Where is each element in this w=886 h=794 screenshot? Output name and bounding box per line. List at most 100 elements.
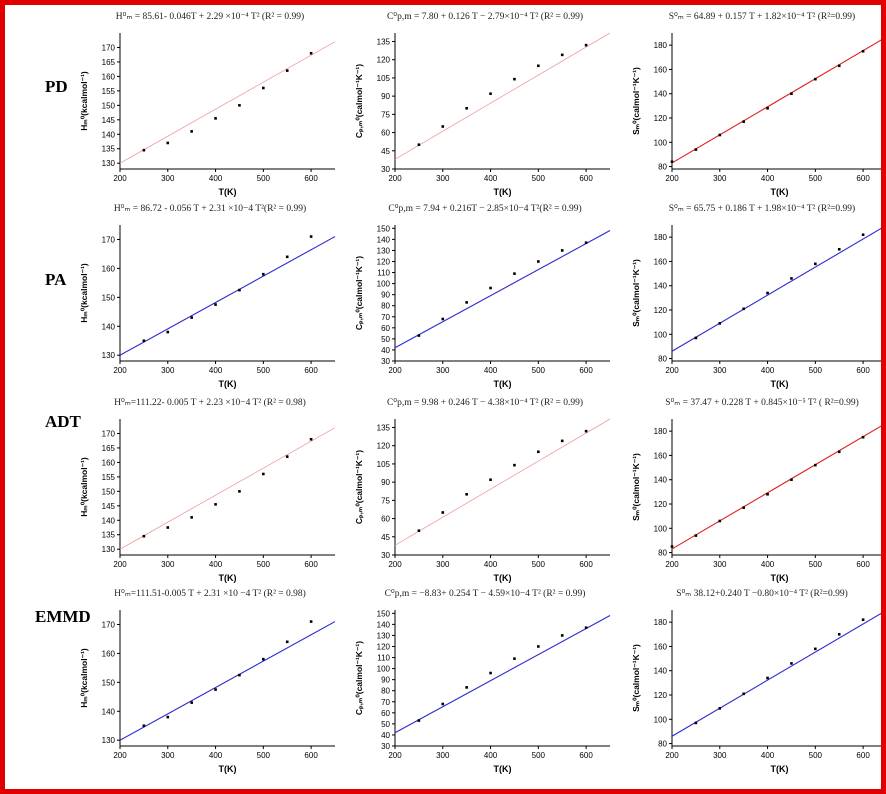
data-point [238,673,241,677]
chart-adt-h: H⁰ₘ=111.22- 0.005 T + 2.23 ×10−4 T² (R² … [75,397,345,587]
x-tick-label: 600 [856,366,870,375]
y-axis-label: Sₘ⁰(calmol⁻¹K⁻¹) [631,644,641,712]
x-tick-label: 200 [388,560,402,569]
y-tick-label: 60 [381,709,390,718]
fit-line [394,32,611,160]
chart-svg: 200 300 400 500 600 130 135 140 145 150 155 160 165 1… [79,419,336,583]
data-point [584,241,588,244]
x-tick-label: 300 [436,174,450,183]
row-label-adt: ADT [45,412,81,431]
y-axis-label: Sₘ⁰(calmol⁻¹K⁻¹) [631,259,641,327]
data-point [560,249,564,252]
data-point [262,86,265,90]
y-tick-label: 150 [102,487,116,496]
fit-line [671,227,881,352]
y-tick-label: 90 [381,92,390,101]
data-point [214,117,217,120]
data-point [262,657,265,661]
data-point [790,478,793,482]
fit-line [671,39,881,164]
data-point [718,133,722,137]
x-tick-label: 600 [579,560,593,569]
x-axis-label: T(K) [219,573,237,583]
y-tick-label: 150 [102,678,116,687]
x-tick-label: 200 [113,174,127,183]
y-axis-label: Sₘ⁰(calmol⁻¹K⁻¹) [631,453,641,521]
data-point [214,688,217,691]
data-point [238,490,241,493]
data-point [309,437,313,441]
chart-svg: 200 300 400 500 600 30 40 50 60 70 80 90 100 110 120 13… [354,609,611,774]
x-tick-label: 300 [161,366,175,375]
data-point [718,322,722,325]
data-point [166,330,170,334]
chart-equation: C⁰p,m = −8.83+ 0.254 T − 4.59×10−4 T² (R… [384,589,586,599]
x-axis-label: T(K) [494,187,512,197]
y-tick-label: 75 [381,110,390,119]
fit-line [119,236,336,356]
y-tick-label: 100 [654,715,668,724]
y-tick-label: 90 [381,676,390,685]
data-point [441,511,445,514]
data-point [190,130,193,133]
x-tick-label: 600 [856,560,870,569]
y-tick-label: 150 [102,293,116,302]
x-tick-label: 200 [665,174,679,183]
chart-emmd-cp: C⁰p,m = −8.83+ 0.254 T − 4.59×10−4 T² (R… [350,588,620,778]
data-point [309,235,313,238]
x-axis-label: T(K) [494,764,512,774]
data-point [718,519,722,523]
y-tick-label: 145 [102,116,116,125]
fit-line [394,615,611,734]
chart-equation: S⁰ₘ 38.12+0.240 T −0.80×10⁻⁴ T² (R²=0.99… [676,589,848,599]
data-point [584,626,588,629]
y-tick-label: 155 [102,473,116,482]
chart-svg: 200 300 400 500 600 130 135 140 145 150 155 160 165 1… [79,33,336,197]
row-label-emmd: EMMD [35,607,91,626]
x-tick-label: 500 [257,560,271,569]
y-tick-label: 30 [381,551,390,560]
y-tick-label: 120 [654,306,668,315]
y-tick-label: 100 [377,665,391,674]
x-tick-label: 500 [809,751,823,760]
chart-equation: H⁰ₘ=111.22- 0.005 T + 2.23 ×10−4 T² (R² … [114,398,306,408]
y-tick-label: 80 [381,687,390,696]
data-point [285,640,289,644]
x-tick-label: 200 [113,560,127,569]
data-point [718,707,722,710]
y-tick-label: 40 [381,346,390,355]
data-point [417,529,421,533]
y-tick-label: 130 [377,246,391,255]
chart-emmd-s: S⁰ₘ 38.12+0.240 T −0.80×10⁻⁴ T² (R²=0.99… [627,588,881,778]
data-point [489,286,492,290]
y-axis-label: Cₚ,ₘ⁰(calmol⁻¹K⁻¹) [354,64,364,138]
y-tick-label: 110 [377,269,390,278]
data-point [166,141,170,145]
data-point [694,148,698,151]
chart-pd-cp: C⁰p,m = 7.80 + 0.126 T − 2.79×10⁻⁴ T² (R… [350,11,620,201]
y-tick-label: 105 [377,74,391,83]
y-tick-label: 140 [377,620,391,629]
y-tick-label: 140 [102,322,116,331]
chart-svg: 200 300 400 500 600 30 40 50 60 70 80 90 100 110 120 13… [354,224,611,389]
x-tick-label: 400 [484,751,498,760]
y-tick-label: 140 [654,476,668,485]
y-tick-label: 100 [654,330,668,339]
fit-line [671,425,881,550]
y-tick-label: 120 [377,442,391,451]
x-tick-label: 500 [532,174,546,183]
data-point [465,686,468,689]
chart-equation: S⁰ₘ = 37.47 + 0.228 T + 0.845×10⁻⁵ T² ( … [665,398,859,408]
y-tick-label: 45 [381,147,390,156]
data-point [814,463,817,467]
data-point [417,143,421,147]
x-tick-label: 300 [713,560,727,569]
data-point [142,339,146,343]
y-tick-label: 30 [381,357,390,366]
data-point [309,620,313,623]
data-point [513,272,516,275]
y-tick-label: 120 [654,114,668,123]
y-tick-label: 50 [381,720,390,729]
y-tick-label: 120 [377,642,391,651]
